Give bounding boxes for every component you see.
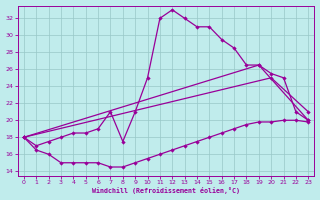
X-axis label: Windchill (Refroidissement éolien,°C): Windchill (Refroidissement éolien,°C)	[92, 187, 240, 194]
